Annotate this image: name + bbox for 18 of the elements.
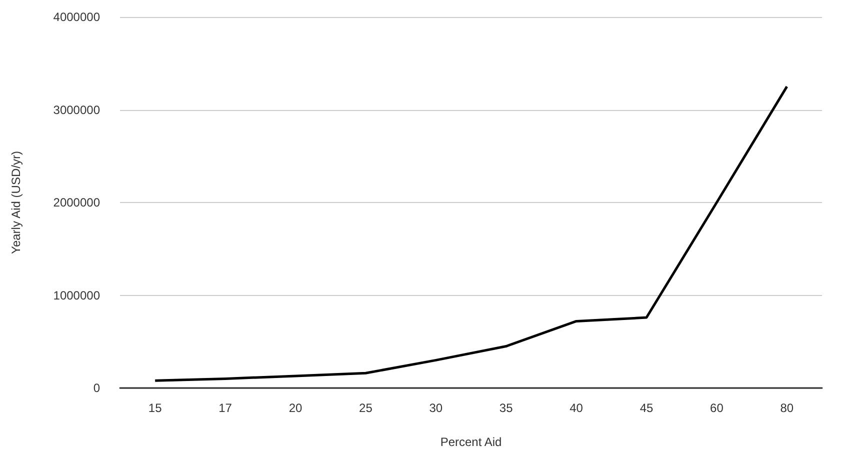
- x-tick-label: 25: [359, 401, 373, 415]
- x-tick-label: 35: [499, 401, 514, 415]
- y-tick-label: 4000000: [53, 10, 100, 24]
- x-tick-label: 40: [570, 401, 584, 415]
- line-series: [154, 85, 788, 382]
- y-tick-label: 3000000: [53, 102, 100, 117]
- x-tick-label: 80: [780, 401, 794, 415]
- y-tick-label: 1000000: [53, 288, 100, 302]
- x-tick-label: 30: [429, 401, 443, 415]
- x-tick-label: 15: [148, 401, 162, 415]
- y-tick-label: 0: [93, 381, 100, 395]
- x-tick-label: 60: [710, 401, 724, 415]
- x-tick-label: 20: [288, 401, 302, 415]
- y-tick-label: 2000000: [53, 196, 100, 210]
- x-axis-title: Percent Aid: [440, 435, 502, 449]
- y-axis-title: Yearly Aid (USD/yr): [9, 151, 23, 254]
- x-tick-label: 17: [218, 401, 232, 415]
- x-tick-label: 45: [640, 401, 654, 415]
